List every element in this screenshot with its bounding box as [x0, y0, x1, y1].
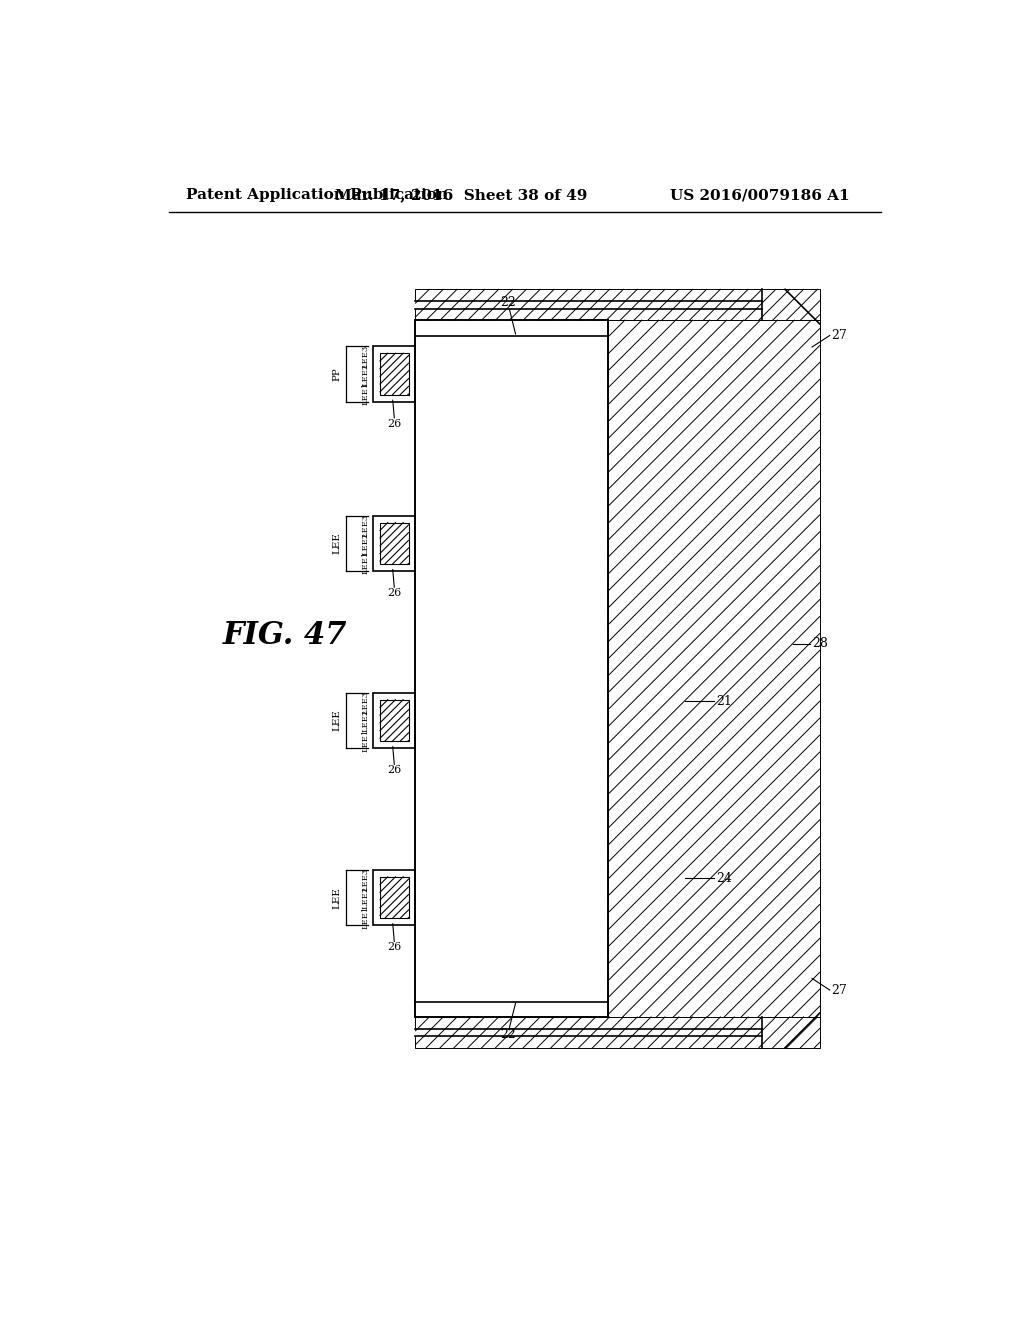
Bar — [380, 354, 409, 395]
Text: 22: 22 — [500, 1028, 516, 1041]
Text: US 2016/0079186 A1: US 2016/0079186 A1 — [670, 189, 849, 202]
Bar — [416, 1016, 819, 1048]
Text: 27: 27 — [831, 983, 847, 997]
Text: Patent Application Publication: Patent Application Publication — [186, 189, 449, 202]
Bar — [373, 870, 416, 925]
Bar — [416, 289, 819, 321]
Text: LEE1: LEE1 — [361, 729, 370, 751]
Text: 26: 26 — [387, 766, 401, 775]
Text: 26: 26 — [387, 589, 401, 598]
Bar — [416, 1028, 762, 1036]
Bar — [373, 346, 416, 401]
Text: LEE1: LEE1 — [361, 906, 370, 929]
Bar — [416, 321, 608, 1016]
Text: LEE1: LEE1 — [361, 381, 370, 405]
Bar — [373, 693, 416, 748]
Text: 26: 26 — [387, 942, 401, 952]
Text: LEE3: LEE3 — [361, 513, 370, 537]
Bar — [380, 700, 409, 742]
Bar — [608, 321, 819, 1016]
Bar — [373, 516, 416, 572]
Text: LEE: LEE — [333, 710, 342, 731]
Text: LEE2: LEE2 — [361, 886, 370, 909]
Text: 24: 24 — [716, 871, 731, 884]
Bar — [380, 876, 409, 919]
Text: Mar. 17, 2016  Sheet 38 of 49: Mar. 17, 2016 Sheet 38 of 49 — [336, 189, 588, 202]
Text: LEE3: LEE3 — [361, 692, 370, 714]
Text: 28: 28 — [812, 638, 827, 649]
Text: FIG. 47: FIG. 47 — [222, 620, 347, 651]
Text: LEE2: LEE2 — [361, 532, 370, 554]
Text: PP: PP — [333, 367, 342, 381]
Text: LEE: LEE — [333, 532, 342, 554]
Text: LEE: LEE — [333, 887, 342, 908]
Text: LEE3: LEE3 — [361, 869, 370, 891]
Text: 22: 22 — [500, 296, 516, 309]
Text: LEE1: LEE1 — [361, 552, 370, 574]
Text: 21: 21 — [716, 694, 731, 708]
Text: LEE2: LEE2 — [361, 709, 370, 733]
Text: LEE2: LEE2 — [361, 363, 370, 385]
Text: LEE3: LEE3 — [361, 345, 370, 368]
Text: 27: 27 — [831, 329, 847, 342]
Bar — [416, 301, 762, 309]
Text: 26: 26 — [387, 418, 401, 429]
Bar — [380, 523, 409, 564]
